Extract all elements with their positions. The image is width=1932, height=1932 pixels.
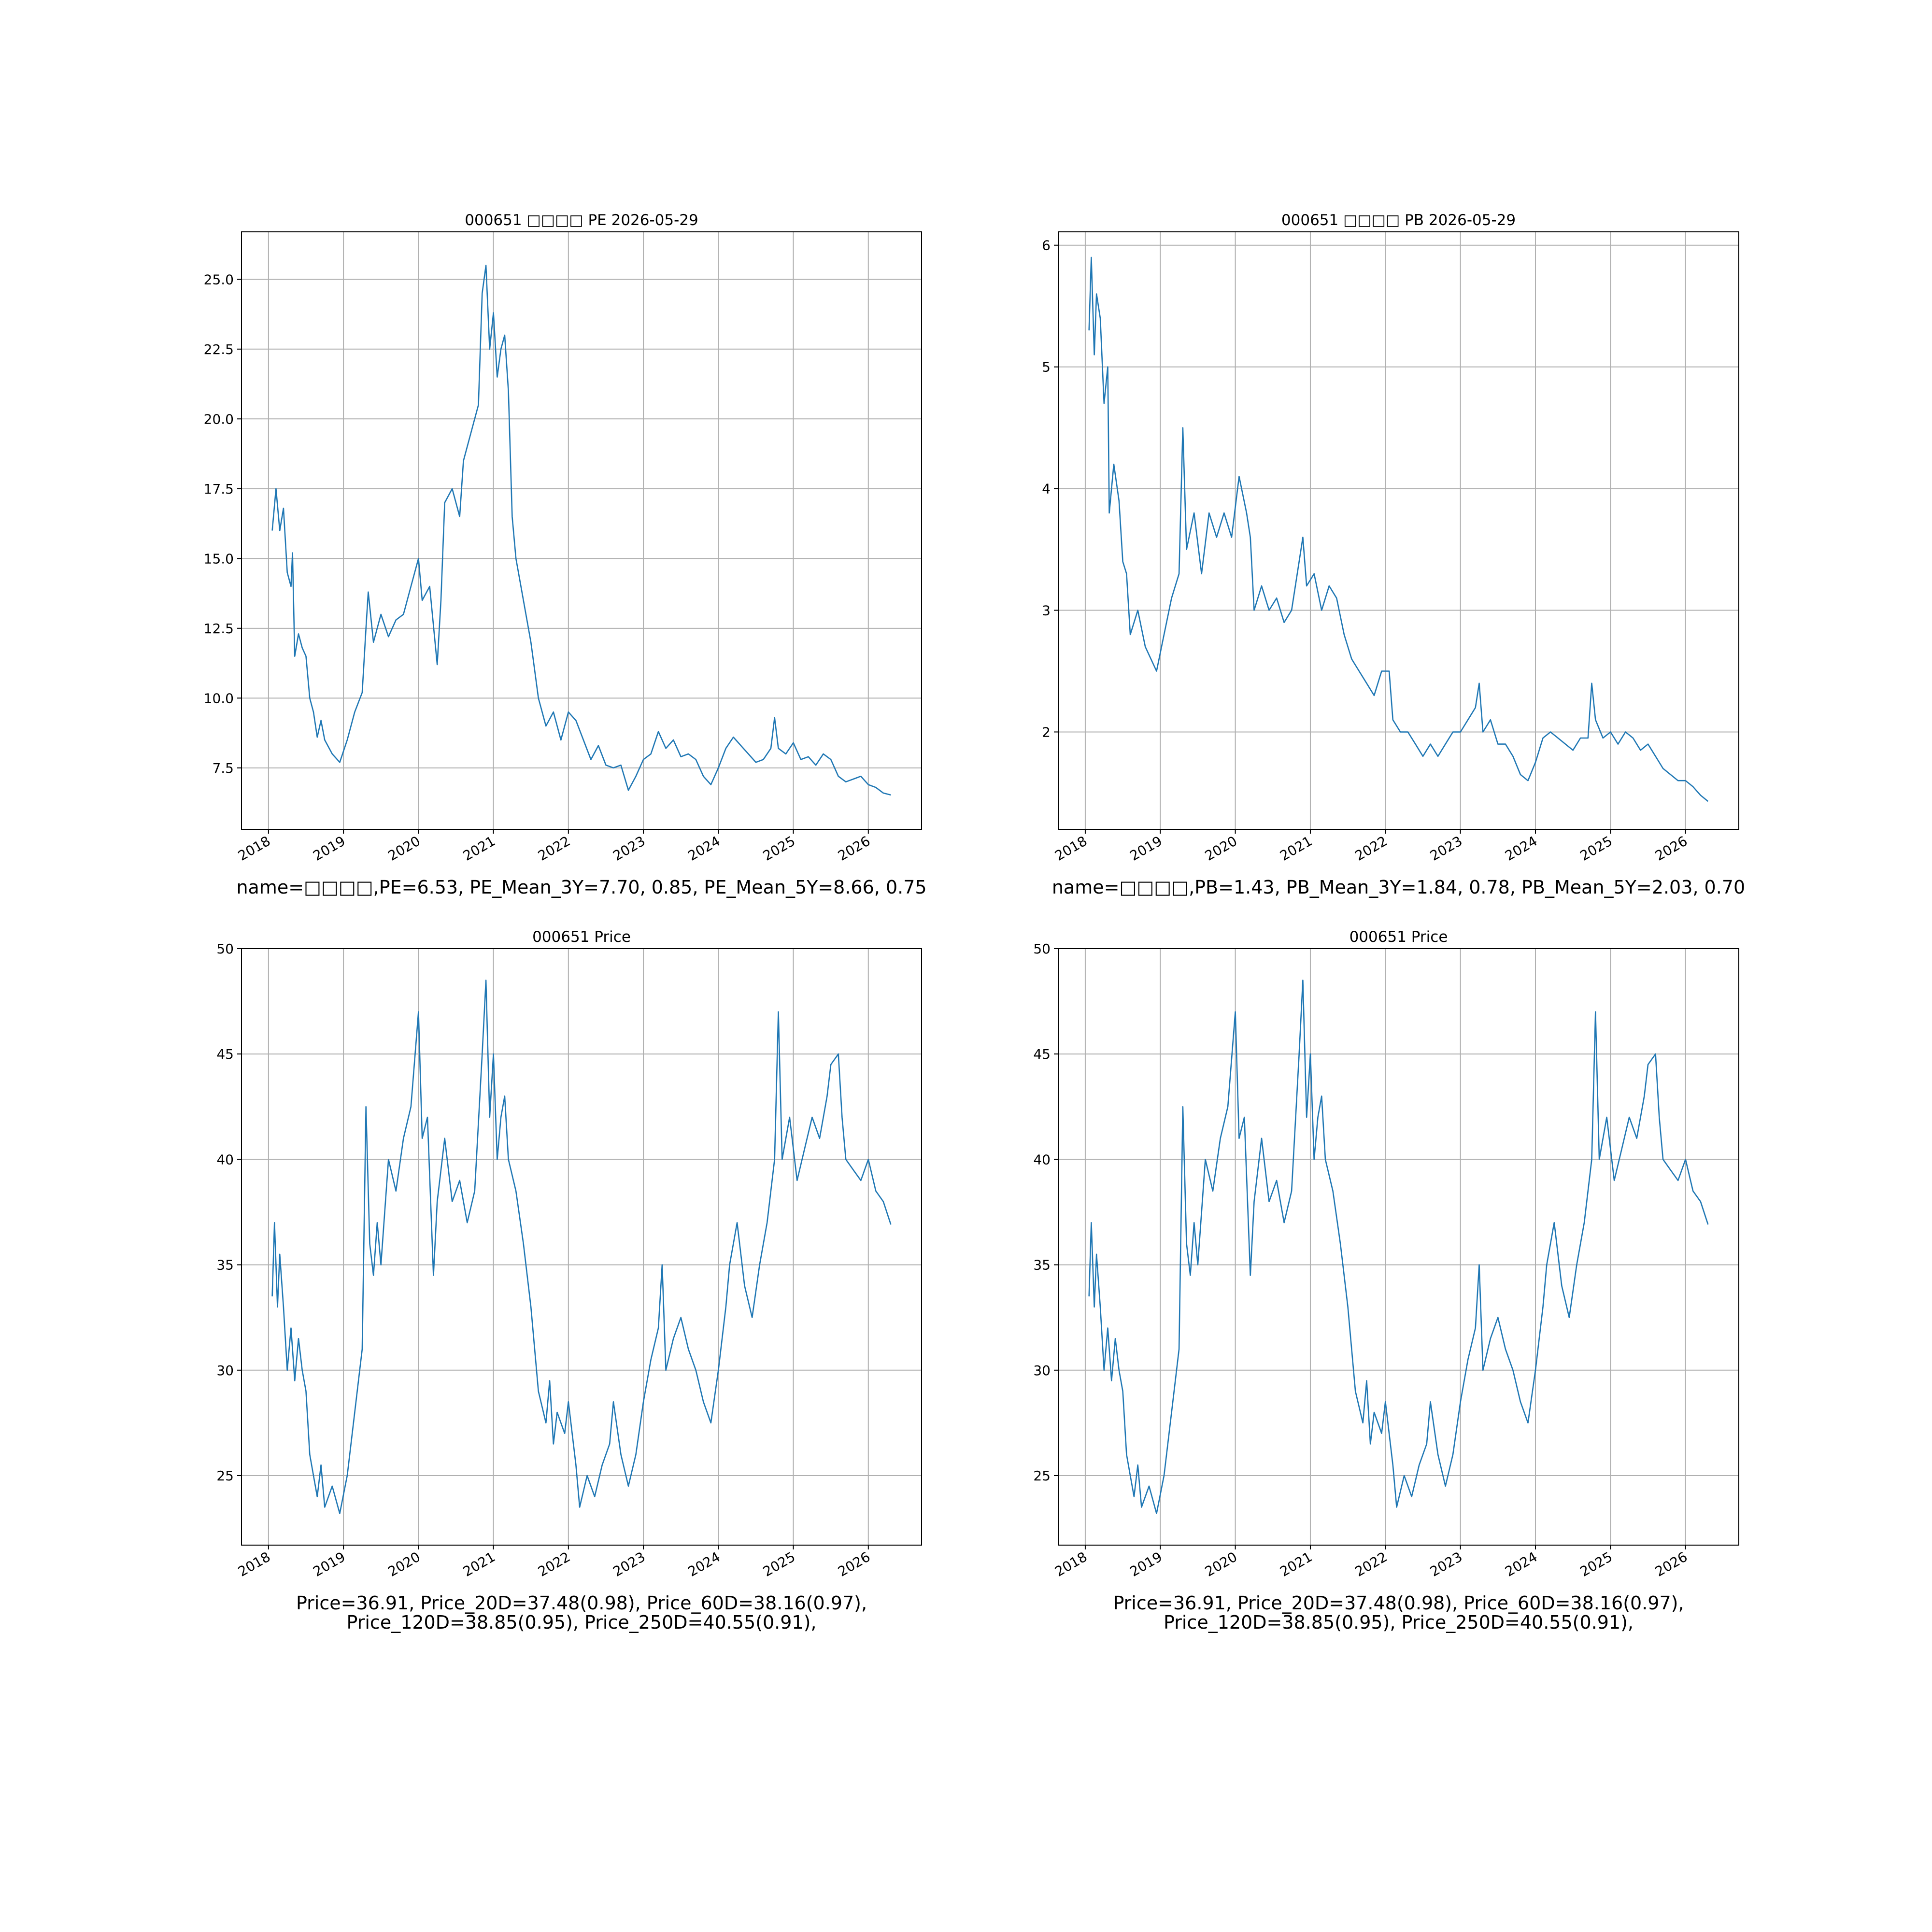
x-tick-label: 2023: [1427, 1548, 1465, 1579]
y-tick-label: 40: [216, 1151, 234, 1167]
x-tick-label: 2019: [310, 1548, 348, 1579]
x-tick-label: 2020: [1202, 1548, 1240, 1579]
annotation: name=□□□□,PE=6.53, PE_Mean_3Y=7.70, 0.85…: [236, 877, 926, 898]
x-tick-label: 2022: [1352, 833, 1390, 864]
y-tick-label: 45: [216, 1046, 234, 1062]
x-tick-label: 2022: [535, 1548, 573, 1579]
x-tick-label: 2022: [1352, 1548, 1390, 1579]
y-tick-label: 22.5: [204, 341, 234, 357]
annotation: Price=36.91, Price_20D=37.48(0.98), Pric…: [1113, 1592, 1684, 1614]
y-tick-label: 35: [1033, 1257, 1051, 1273]
y-tick-label: 25: [1033, 1468, 1051, 1484]
x-tick-label: 2019: [1127, 1548, 1165, 1579]
plot-frame: [241, 948, 922, 1546]
annotation: name=□□□□,PB=1.43, PB_Mean_3Y=1.84, 0.78…: [1052, 877, 1745, 898]
annotation: Price_120D=38.85(0.95), Price_250D=40.55…: [347, 1612, 817, 1633]
x-tick-label: 2024: [685, 1548, 723, 1579]
x-tick-label: 2024: [685, 833, 723, 864]
x-tick-label: 2023: [610, 1548, 648, 1579]
x-tick-label: 2023: [1427, 833, 1465, 864]
x-tick-label: 2022: [535, 833, 573, 864]
x-tick-label: 2026: [1652, 833, 1690, 864]
x-tick-label: 2021: [1277, 1548, 1315, 1579]
plot-frame: [1058, 231, 1739, 830]
annotation: Price_120D=38.85(0.95), Price_250D=40.55…: [1164, 1612, 1634, 1633]
chart-title: 000651 □□□□ PE 2026-05-29: [465, 212, 698, 229]
y-tick-label: 30: [1033, 1363, 1051, 1378]
x-tick-label: 2018: [1052, 833, 1090, 864]
x-tick-label: 2025: [1577, 1548, 1615, 1579]
y-tick-label: 5: [1042, 359, 1051, 375]
plot-frame: [241, 231, 922, 830]
y-tick-label: 6: [1042, 238, 1051, 254]
y-tick-label: 50: [216, 941, 234, 957]
price-line: [1088, 256, 1709, 802]
y-tick-label: 12.5: [204, 621, 234, 637]
price-line: [271, 265, 891, 796]
y-tick-label: 17.5: [204, 481, 234, 497]
x-tick-label: 2025: [1577, 833, 1615, 864]
x-tick-label: 2024: [1502, 833, 1540, 864]
x-tick-label: 2020: [1202, 833, 1240, 864]
y-tick-label: 20.0: [204, 411, 234, 427]
x-tick-label: 2024: [1502, 1548, 1540, 1579]
plot-frame: [1058, 948, 1739, 1546]
chart-title: 000651 □□□□ PB 2026-05-29: [1281, 212, 1516, 229]
y-tick-label: 10.0: [204, 690, 234, 706]
y-tick-label: 35: [216, 1257, 234, 1273]
chart-title: 000651 Price: [532, 928, 631, 946]
annotation: Price=36.91, Price_20D=37.48(0.98), Pric…: [296, 1592, 867, 1614]
x-tick-label: 2018: [235, 833, 273, 864]
y-tick-label: 25.0: [204, 271, 234, 287]
y-tick-label: 7.5: [212, 760, 234, 776]
y-tick-label: 15.0: [204, 551, 234, 567]
x-tick-label: 2026: [835, 833, 873, 864]
x-tick-label: 2019: [1127, 833, 1165, 864]
y-tick-label: 2: [1042, 724, 1051, 740]
x-tick-label: 2020: [385, 1548, 423, 1579]
x-tick-label: 2025: [760, 1548, 798, 1579]
x-tick-label: 2021: [460, 1548, 498, 1579]
price-line: [1088, 980, 1709, 1514]
y-tick-label: 40: [1033, 1151, 1051, 1167]
x-tick-label: 2026: [1652, 1548, 1690, 1579]
x-tick-label: 2025: [760, 833, 798, 864]
x-tick-label: 2021: [460, 833, 498, 864]
x-tick-label: 2026: [835, 1548, 873, 1579]
y-tick-label: 50: [1033, 941, 1051, 957]
x-tick-label: 2020: [385, 833, 423, 864]
y-tick-label: 45: [1033, 1046, 1051, 1062]
x-tick-label: 2018: [235, 1548, 273, 1579]
price-line: [271, 980, 892, 1514]
y-tick-label: 3: [1042, 603, 1051, 619]
x-tick-label: 2018: [1052, 1548, 1090, 1579]
x-tick-label: 2023: [610, 833, 648, 864]
y-tick-label: 30: [216, 1363, 234, 1378]
y-tick-label: 25: [216, 1468, 234, 1484]
x-tick-label: 2019: [310, 833, 348, 864]
x-tick-label: 2021: [1277, 833, 1315, 864]
chart-title: 000651 Price: [1350, 928, 1448, 946]
y-tick-label: 4: [1042, 481, 1051, 497]
